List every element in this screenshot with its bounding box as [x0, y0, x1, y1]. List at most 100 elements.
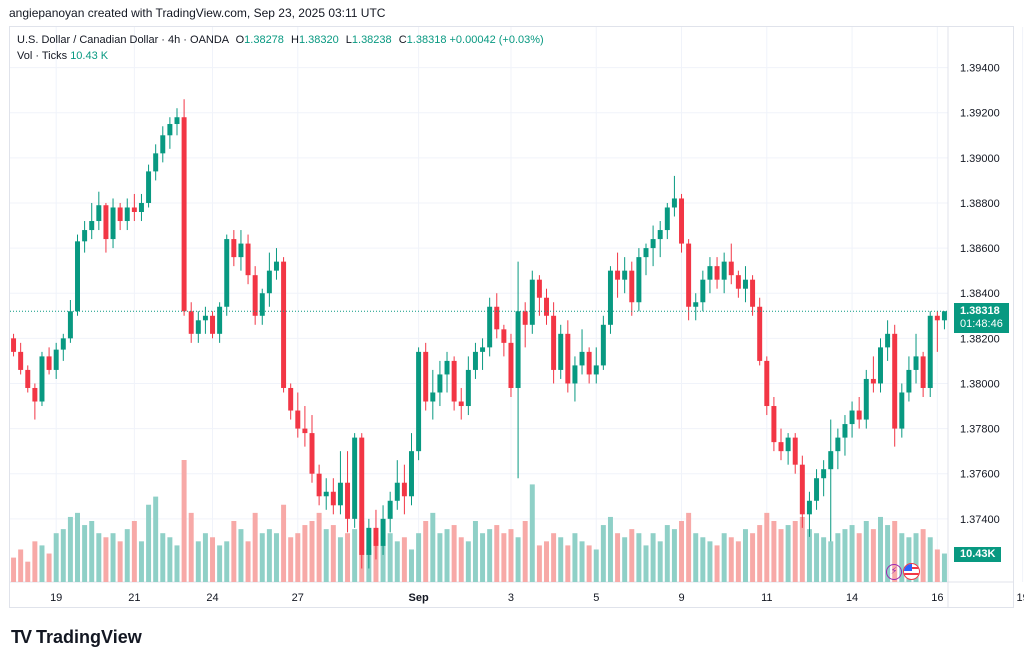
volume-bar — [444, 529, 450, 582]
candle-body — [572, 365, 578, 384]
candle-body — [373, 527, 379, 546]
volume-bar — [508, 529, 514, 582]
us-flag-icon[interactable] — [903, 563, 920, 580]
volume-bar — [437, 533, 443, 582]
volume-bar — [799, 516, 805, 582]
last-price: 1.38318 — [960, 305, 1000, 318]
high-key: H — [290, 34, 299, 46]
y-tick-label: 1.38200 — [960, 333, 1000, 345]
candle-body — [124, 207, 130, 222]
volume-bar — [615, 533, 621, 582]
candle-body — [814, 478, 820, 501]
volume-bar — [160, 533, 166, 582]
volume-bar — [266, 529, 272, 582]
candle-body — [53, 349, 59, 370]
volume-bar — [224, 541, 230, 582]
brand-name: TradingView — [36, 627, 142, 647]
volume-bar — [870, 529, 876, 582]
volume-bar — [522, 521, 528, 582]
volume-bar — [565, 545, 571, 582]
volume-bar — [423, 521, 429, 582]
low-value: 1.38238 — [351, 34, 392, 46]
volume-bar — [394, 541, 400, 582]
candle-body — [892, 333, 898, 429]
x-tick-label: 19 — [1016, 592, 1024, 604]
candle-body — [103, 205, 109, 240]
candle-body — [863, 378, 869, 420]
candle-body — [188, 311, 194, 334]
y-tick-label: 1.38000 — [960, 378, 1000, 390]
volume-bar — [302, 525, 308, 582]
volume-bar — [131, 521, 137, 582]
candle-body — [671, 198, 677, 208]
volume-bar — [259, 533, 265, 582]
candle-body — [700, 279, 706, 303]
candle-body — [337, 482, 343, 506]
volume-bar — [18, 549, 24, 582]
volume-bar — [849, 525, 855, 582]
candle-body — [231, 239, 237, 258]
candle-body — [416, 351, 422, 452]
volume-bar — [110, 533, 116, 582]
volume-bar — [288, 537, 294, 582]
volume-bar — [771, 521, 777, 582]
volume-bar — [96, 533, 102, 582]
volume-bar — [345, 533, 351, 582]
volume-bar — [693, 533, 699, 582]
candle-body — [693, 302, 699, 307]
volume-bar — [89, 521, 95, 582]
candle-body — [210, 315, 216, 334]
volume-bar — [53, 533, 59, 582]
y-tick-label: 1.39400 — [960, 63, 1000, 75]
volume-bar — [785, 525, 791, 582]
candle-body — [600, 324, 606, 366]
candle-body — [18, 351, 24, 370]
volume-bar — [238, 529, 244, 582]
candle-body — [927, 315, 933, 388]
volume-bar — [75, 512, 80, 582]
volume-bar — [32, 541, 38, 582]
volume-bar — [202, 533, 208, 582]
volume-bar — [657, 541, 663, 582]
volume-bar — [330, 525, 336, 582]
candle-body — [934, 315, 940, 321]
y-tick-label: 1.38400 — [960, 288, 1000, 300]
volume-bar — [750, 533, 756, 582]
volume-bar — [210, 537, 216, 582]
x-tick-label: 27 — [292, 592, 304, 604]
candle-body — [714, 266, 720, 280]
candle-body — [160, 135, 166, 154]
volume-bar — [25, 561, 31, 582]
candle-body — [167, 124, 173, 136]
volume-tag: 10.43K — [954, 547, 1002, 562]
volume-bar — [707, 541, 713, 582]
candle-body — [707, 266, 713, 280]
volume-bar — [593, 549, 599, 582]
volume-bar — [316, 512, 322, 582]
candle-body — [89, 221, 95, 231]
candle-body — [146, 171, 152, 203]
tradingview-logo[interactable]: TV TradingView — [11, 627, 142, 648]
volume-bar — [814, 533, 820, 582]
volume-bar — [572, 533, 578, 582]
candle-body — [643, 248, 649, 258]
candle-body — [451, 360, 457, 402]
volume-label[interactable]: Vol · Ticks — [17, 50, 68, 62]
y-tick-label: 1.38800 — [960, 198, 1000, 210]
candle-body — [345, 482, 351, 519]
close-value: 1.38318 — [406, 34, 447, 46]
candle-body — [11, 338, 17, 352]
volume-bar — [82, 525, 88, 582]
volume-bar — [906, 537, 912, 582]
volume-bar — [46, 553, 52, 582]
volume-bar — [409, 549, 414, 582]
x-tick-label: 9 — [678, 592, 684, 604]
candle-body — [302, 428, 308, 434]
symbol-title[interactable]: U.S. Dollar / Canadian Dollar · 4h · OAN… — [17, 34, 229, 46]
lightning-icon[interactable]: ⚡ — [886, 564, 902, 580]
y-tick-label: 1.37800 — [960, 424, 1000, 436]
volume-bar — [671, 529, 677, 582]
legend-volume-row: Vol · Ticks 10.43 K — [17, 50, 108, 62]
candle-body — [728, 261, 734, 276]
